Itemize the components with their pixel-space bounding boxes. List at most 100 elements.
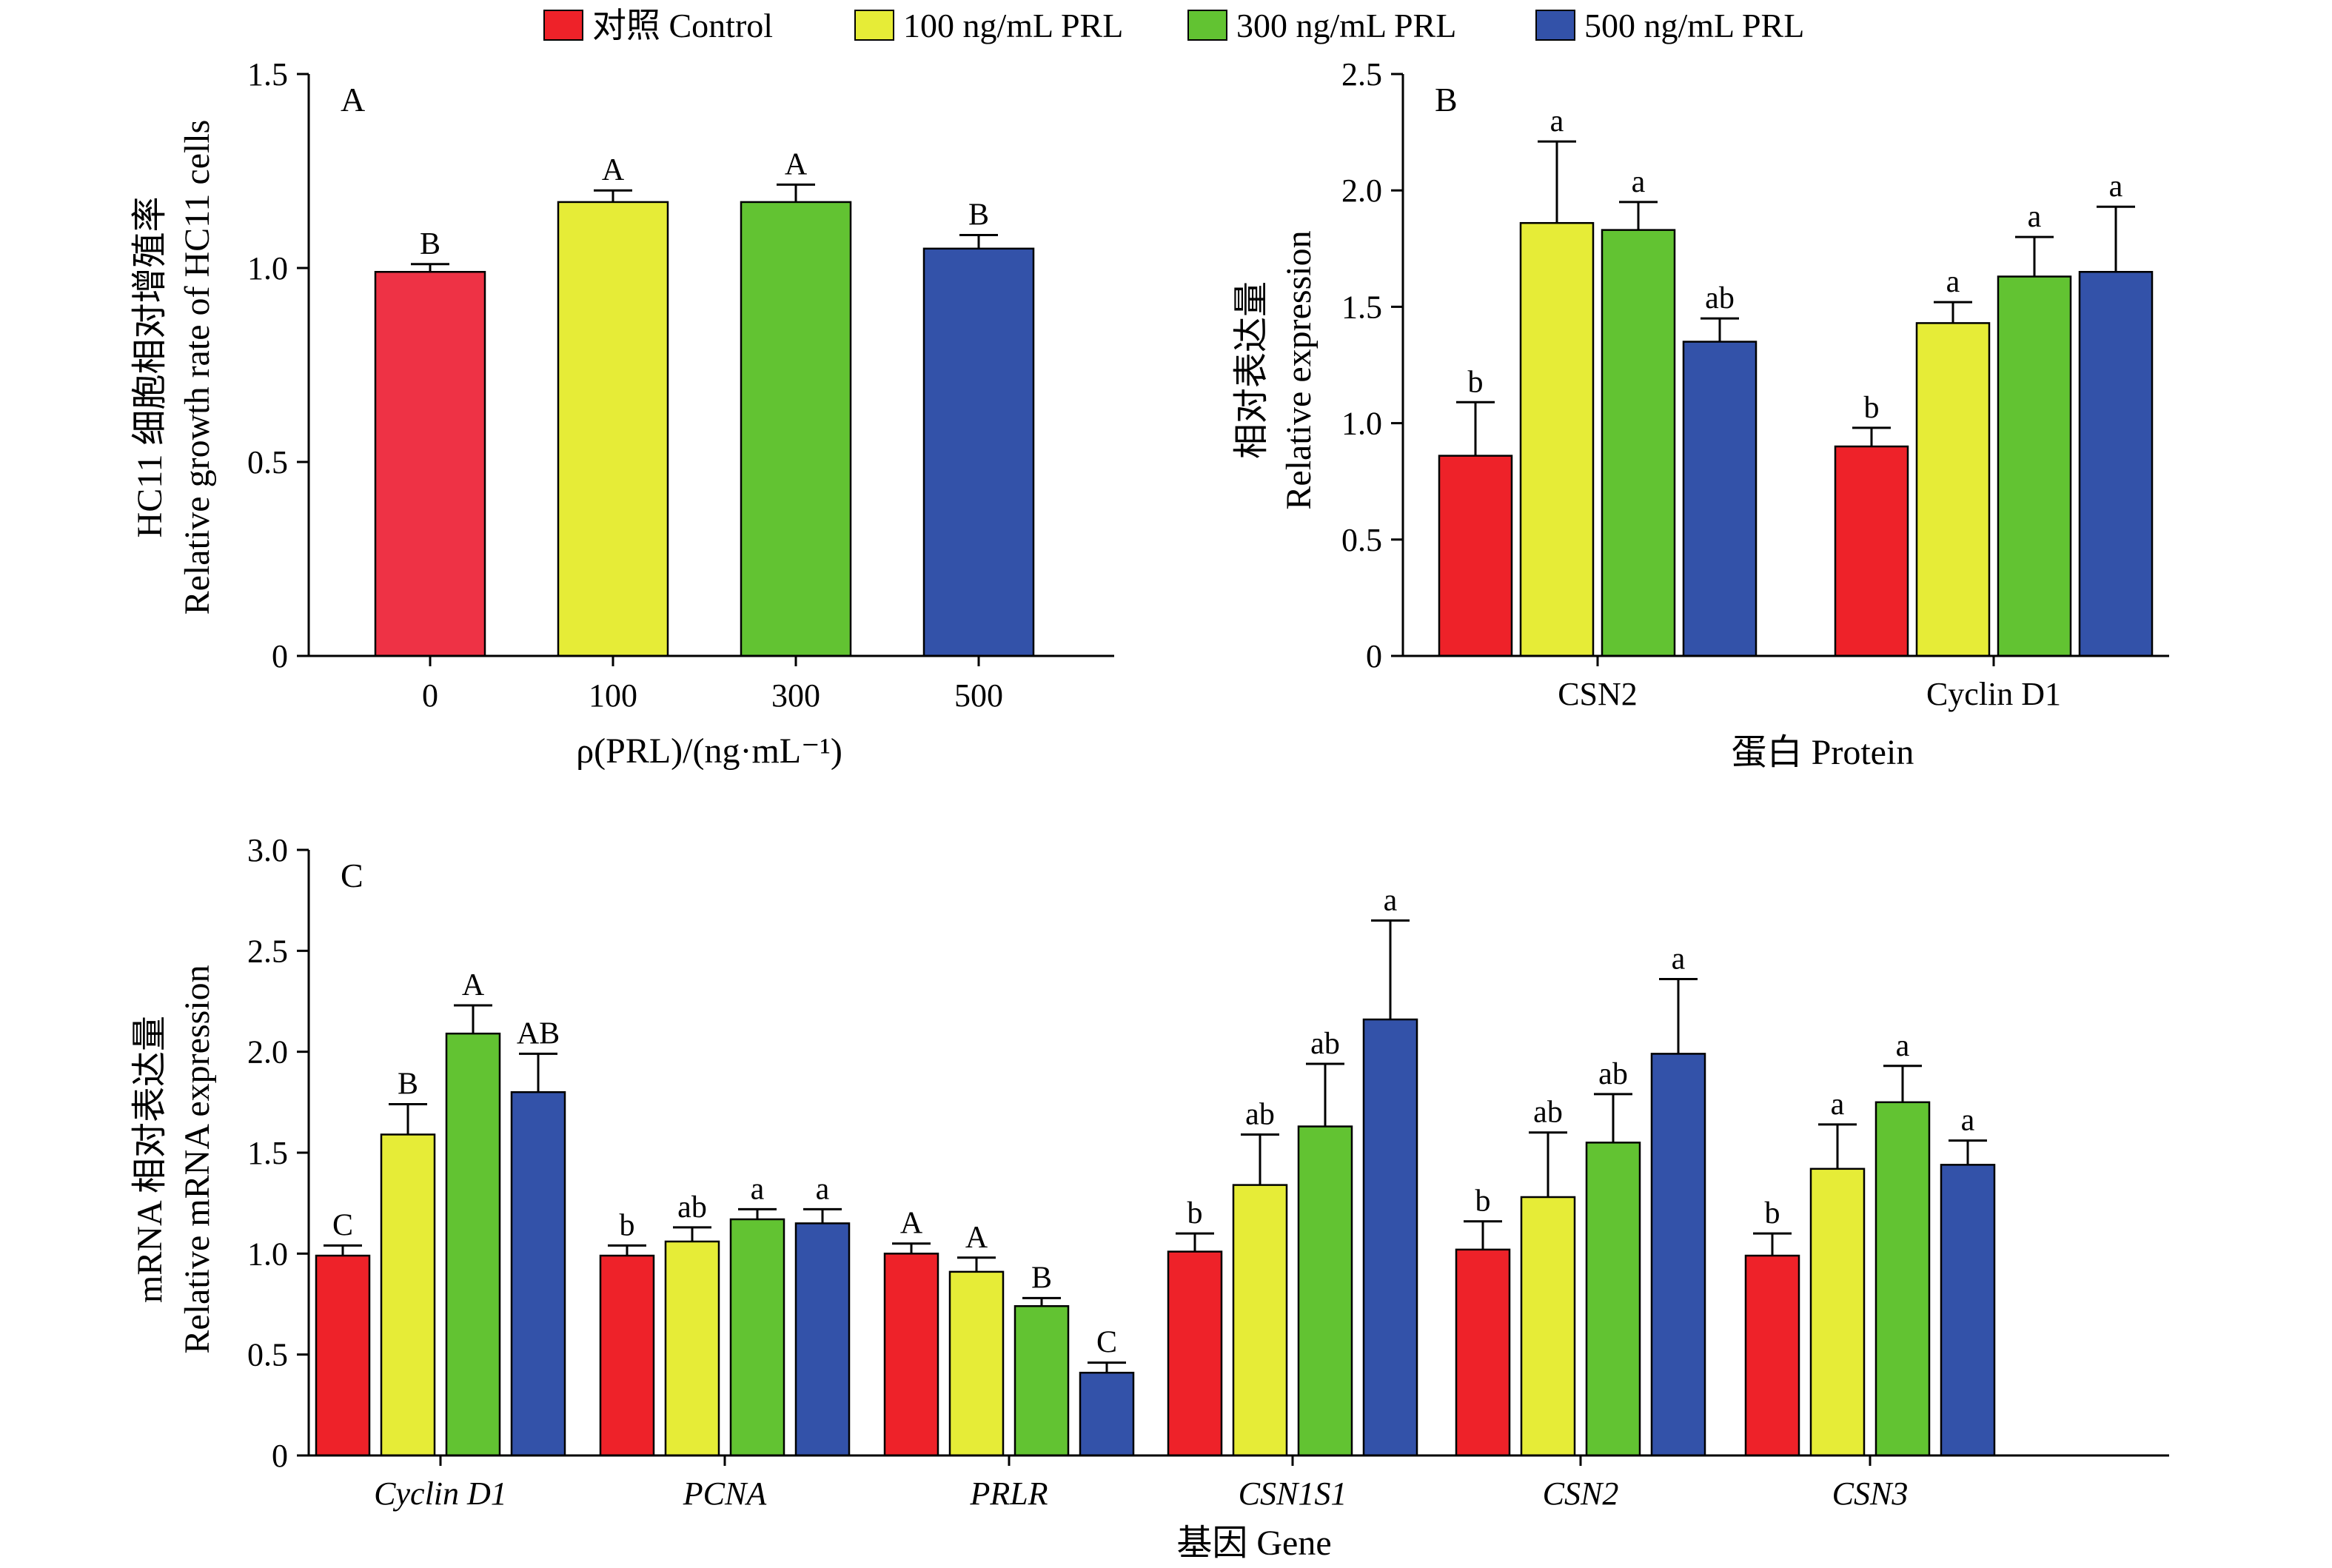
panel-b-significance-label: a [2109,170,2123,204]
panel-b-significance-label: b [1468,365,1484,399]
panel-c-significance-label: ab [1310,1027,1340,1061]
panel-c: C mRNA 相对表达量 Relative mRNA expression C B… [130,832,2169,1563]
panel-b-bar [1682,341,1758,657]
panel-b-significance-label: a [2028,200,2042,234]
panel-c-bar [599,1254,655,1457]
panel-c-significance-label: A [965,1221,988,1255]
panel-c-xlabel: 基因 Gene [1176,1524,1331,1563]
panel-c-significance-label: A [900,1207,923,1241]
panel-c-ylabel-cn: mRNA 相对表达量 [130,1016,170,1303]
panel-a-xtick-label: 300 [771,677,820,714]
panel-c-bar [729,1218,785,1457]
panel-c-significance-label: a [816,1172,830,1206]
panel-b-xlabel: 蛋白 Protein [1732,733,1914,772]
panel-a-significance-label: A [785,147,808,181]
panel-b-xtick-label: Cyclin D1 [1926,676,2061,712]
panel-b-letter: B [1435,81,1458,118]
panel-b-significance-label: ab [1705,281,1735,315]
panel-c-bar [1585,1142,1641,1457]
panel-a-ytick-label: 1.0 [247,250,288,287]
panel-b-ytick-label: 0 [1366,638,1382,674]
panel-c-significance-label: B [398,1068,418,1102]
panel-c-ytick-label: 2.5 [247,933,288,969]
panel-c-xtick-label: CSN3 [1832,1475,1909,1512]
panel-c-significance-label: a [1384,883,1398,917]
legend: 对照 Control 100 ng/mL PRL 300 ng/mL PRL 5… [543,7,1804,44]
panel-a-significance-label: B [968,198,989,232]
panel-b-bar [1519,221,1595,657]
panel-b-ylabel-cn: 相对表达量 [1232,281,1271,459]
panel-c-ytick-label: 0 [272,1438,288,1474]
panel-c-significance-label: ab [1245,1097,1275,1131]
panel-a-bar [374,270,486,657]
panel-a-ytick-label: 1.5 [247,56,288,93]
legend-label-300: 300 ng/mL PRL [1236,7,1456,44]
panel-c-significance-label: b [1765,1196,1780,1230]
panel-c-significance-label: ab [677,1190,707,1224]
panel-c-bar [445,1032,501,1457]
panel-c-xtick-label: PCNA [683,1475,768,1512]
panel-a-bar [922,247,1035,657]
panel-c-bar [1455,1248,1511,1457]
panel-c-significance-label: C [1096,1326,1117,1360]
panel-a-xlabel: ρ(PRL)/(ng·mL⁻¹) [576,731,842,771]
panel-c-bar [883,1253,939,1457]
panel-a-ytick-label: 0.5 [247,444,288,480]
panel-c-significance-label: b [1475,1185,1491,1219]
panel-c-significance-label: ab [1533,1096,1563,1130]
legend-swatch-100 [854,10,894,41]
panel-c-ytick-label: 0.5 [247,1337,288,1373]
panel-c-significance-label: b [1187,1196,1203,1230]
panel-c-bar [1874,1101,1931,1457]
panel-c-bar [1362,1018,1418,1457]
panel-b-ytick-label: 0.5 [1341,522,1382,558]
panel-c-ytick-label: 2.0 [247,1034,288,1071]
panel-c-bar [1079,1371,1135,1457]
panel-a-significance-label: B [420,227,440,261]
panel-c-significance-label: C [332,1208,353,1242]
panel-c-ytick-label: 1.5 [247,1135,288,1171]
panel-c-significance-label: AB [517,1016,560,1051]
panel-c-significance-label: B [1031,1261,1052,1295]
panel-c-ylabel-en: Relative mRNA expression [178,965,217,1353]
panel-c-bar [1232,1184,1288,1457]
panel-c-ytick-label: 3.0 [247,832,288,868]
panel-c-xtick-label: Cyclin D1 [374,1475,507,1512]
panel-a-letter: A [341,81,365,118]
panel-a-xtick-label: 0 [422,677,438,714]
panel-c-bar [664,1240,720,1457]
panel-a-bar [740,201,852,657]
panel-c-significance-label: a [1961,1104,1975,1138]
panel-c-letter: C [341,857,363,894]
panel-c-significance-label: a [751,1172,765,1206]
panel-b-ylabel-en: Relative expression [1279,230,1319,509]
legend-swatch-500 [1535,10,1575,41]
panel-c-significance-label: a [1831,1088,1845,1122]
panel-c-bar [1744,1254,1800,1457]
panel-c-significance-label: a [1672,942,1686,976]
panel-b: B 相对表达量 Relative expression b a a ab b a a a 0 0… [1232,56,2169,772]
panel-c-bar [315,1254,371,1457]
panel-c-xtick-label: CSN2 [1543,1475,1619,1512]
panel-a-bar [557,201,669,657]
legend-swatch-control [543,10,583,41]
panel-a-xtick-label: 100 [589,677,637,714]
panel-b-bar [1834,445,1909,657]
panel-a: A HC11 细胞相对增殖率 Relative growth rate of H… [130,56,1114,771]
panel-c-significance-label: A [462,968,485,1002]
panel-c-bar [510,1090,566,1457]
panel-c-bar [1940,1164,1996,1457]
panel-c-xtick-label: CSN1S1 [1239,1475,1347,1512]
panel-c-bar [794,1222,851,1457]
panel-c-significance-label: b [620,1208,635,1242]
panel-c-bar [1167,1250,1223,1457]
panel-a-xtick-label: 500 [954,677,1003,714]
panel-b-ytick-label: 2.5 [1341,56,1382,93]
panel-b-xtick-label: CSN2 [1558,676,1638,712]
panel-c-xtick-label: PRLR [969,1475,1048,1512]
legend-swatch-300 [1187,10,1227,41]
panel-b-significance-label: a [1946,265,1960,299]
panel-b-bar [1997,275,2072,657]
panel-c-bar [948,1270,1005,1457]
